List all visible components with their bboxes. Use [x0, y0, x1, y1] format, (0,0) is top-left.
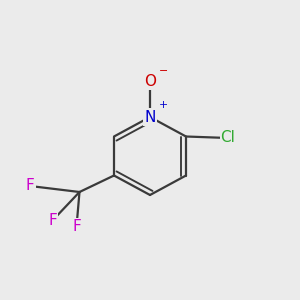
Text: O: O — [144, 74, 156, 88]
Text: F: F — [48, 213, 57, 228]
Text: Cl: Cl — [220, 130, 236, 146]
Text: F: F — [72, 219, 81, 234]
Text: −: − — [158, 66, 168, 76]
Text: F: F — [26, 178, 34, 194]
Text: N: N — [144, 110, 156, 124]
Text: +: + — [158, 100, 167, 110]
